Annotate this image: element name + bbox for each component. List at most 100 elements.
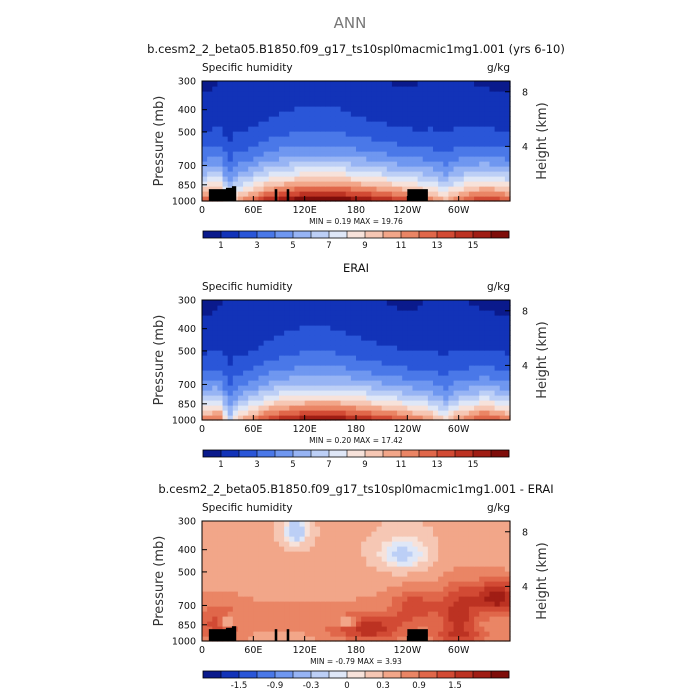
heatmap-cell xyxy=(356,631,362,637)
colorbar-swatch xyxy=(347,231,366,238)
heatmap-cell xyxy=(468,415,475,421)
heatmap-cell xyxy=(376,146,383,152)
heatmap-cell xyxy=(448,561,455,567)
heatmap-cell xyxy=(258,395,265,401)
heatmap-cell xyxy=(284,536,290,542)
heatmap-cell xyxy=(391,415,398,421)
heatmap-cell xyxy=(350,96,357,102)
heatmap-cell xyxy=(217,91,224,97)
heatmap-cell xyxy=(453,636,460,642)
heatmap-cell xyxy=(309,561,316,567)
heatmap-cell xyxy=(320,400,326,406)
heatmap-cell xyxy=(391,151,398,157)
heatmap-cell xyxy=(458,330,465,336)
heatmap-cell xyxy=(463,380,470,386)
heatmap-cell xyxy=(304,320,311,326)
heatmap-cell xyxy=(391,171,398,177)
heatmap-cell xyxy=(458,126,465,132)
heatmap-cell xyxy=(438,631,444,637)
heatmap-cell xyxy=(479,571,485,577)
heatmap-cell xyxy=(279,86,285,92)
heatmap-cell xyxy=(474,106,480,112)
heatmap-cell xyxy=(391,315,398,321)
heatmap-cell xyxy=(407,106,414,112)
heatmap-cell xyxy=(227,521,234,527)
heatmap-cell xyxy=(386,325,393,331)
heatmap-cell xyxy=(438,541,444,547)
heatmap-cell xyxy=(232,166,239,172)
heatmap-cell xyxy=(268,111,275,117)
heatmap-cell xyxy=(325,121,331,127)
heatmap-cell xyxy=(386,526,393,532)
heatmap-cell xyxy=(386,395,393,401)
heatmap-cell xyxy=(309,375,316,381)
heatmap-cell xyxy=(253,365,260,371)
heatmap-cell xyxy=(484,121,491,127)
heatmap-cell xyxy=(371,166,378,172)
heatmap-cell xyxy=(397,111,403,117)
heatmap-cell xyxy=(279,340,285,346)
heatmap-cell xyxy=(207,561,213,567)
heatmap-cell xyxy=(361,96,367,102)
heatmap-cell xyxy=(371,116,378,122)
heatmap-cell xyxy=(294,551,301,557)
heatmap-cell xyxy=(202,330,208,336)
heatmap-cell xyxy=(494,106,501,112)
heatmap-cell xyxy=(484,410,491,416)
heatmap-cell xyxy=(397,300,403,306)
heatmap-cell xyxy=(427,556,434,562)
heatmap-cell xyxy=(412,596,419,602)
heatmap-cell xyxy=(345,561,352,567)
heatmap-cell xyxy=(397,116,403,122)
heatmap-cell xyxy=(202,345,208,351)
colorbar-frame xyxy=(202,230,510,239)
heatmap-cell xyxy=(309,151,316,157)
heatmap-cell xyxy=(376,360,383,366)
heatmap-cell xyxy=(309,176,316,182)
heatmap-cell xyxy=(468,581,475,587)
heatmap-cell xyxy=(479,101,485,107)
heatmap-cell xyxy=(340,616,347,622)
heatmap-cell xyxy=(443,390,449,396)
heatmap-cell xyxy=(402,171,408,177)
heatmap-cell xyxy=(397,96,403,102)
heatmap-cell xyxy=(443,340,449,346)
heatmap-cell xyxy=(448,596,455,602)
heatmap-cell xyxy=(443,405,449,411)
heatmap-cell xyxy=(325,561,331,567)
heatmap-cell xyxy=(468,551,475,557)
heatmap-cell xyxy=(386,196,393,202)
heatmap-cell xyxy=(458,320,465,326)
heatmap-cell xyxy=(207,566,213,572)
heatmap-cell xyxy=(273,181,280,187)
heatmap-cell xyxy=(330,571,337,577)
heatmap-cell xyxy=(376,106,383,112)
heatmap-cell xyxy=(253,390,260,396)
heatmap-cell xyxy=(443,380,449,386)
heatmap-cell xyxy=(474,186,480,192)
heatmap-cell xyxy=(468,355,475,361)
heatmap-cell xyxy=(453,385,460,391)
heatmap-cell xyxy=(453,81,460,87)
heatmap-cell xyxy=(402,335,408,341)
heatmap-cell xyxy=(422,121,429,127)
heatmap-cell xyxy=(427,330,434,336)
heatmap-cell xyxy=(304,350,311,356)
heatmap-cell xyxy=(356,81,362,87)
heatmap-cell xyxy=(232,320,239,326)
heatmap-cell xyxy=(433,106,439,112)
heatmap-cell xyxy=(268,335,275,341)
heatmap-cell xyxy=(253,305,260,311)
heatmap-cell xyxy=(479,126,485,132)
heatmap-cell xyxy=(422,111,429,117)
heatmap-cell xyxy=(463,106,470,112)
heatmap-cell xyxy=(304,531,311,537)
heatmap-cell xyxy=(427,621,434,627)
heatmap-cell xyxy=(397,91,403,97)
heatmap-cell xyxy=(237,360,244,366)
heatmap-cell xyxy=(299,305,306,311)
heatmap-cell xyxy=(294,365,301,371)
heatmap-cell xyxy=(340,586,347,592)
heatmap-cell xyxy=(489,591,496,597)
heatmap-cell xyxy=(494,521,501,527)
